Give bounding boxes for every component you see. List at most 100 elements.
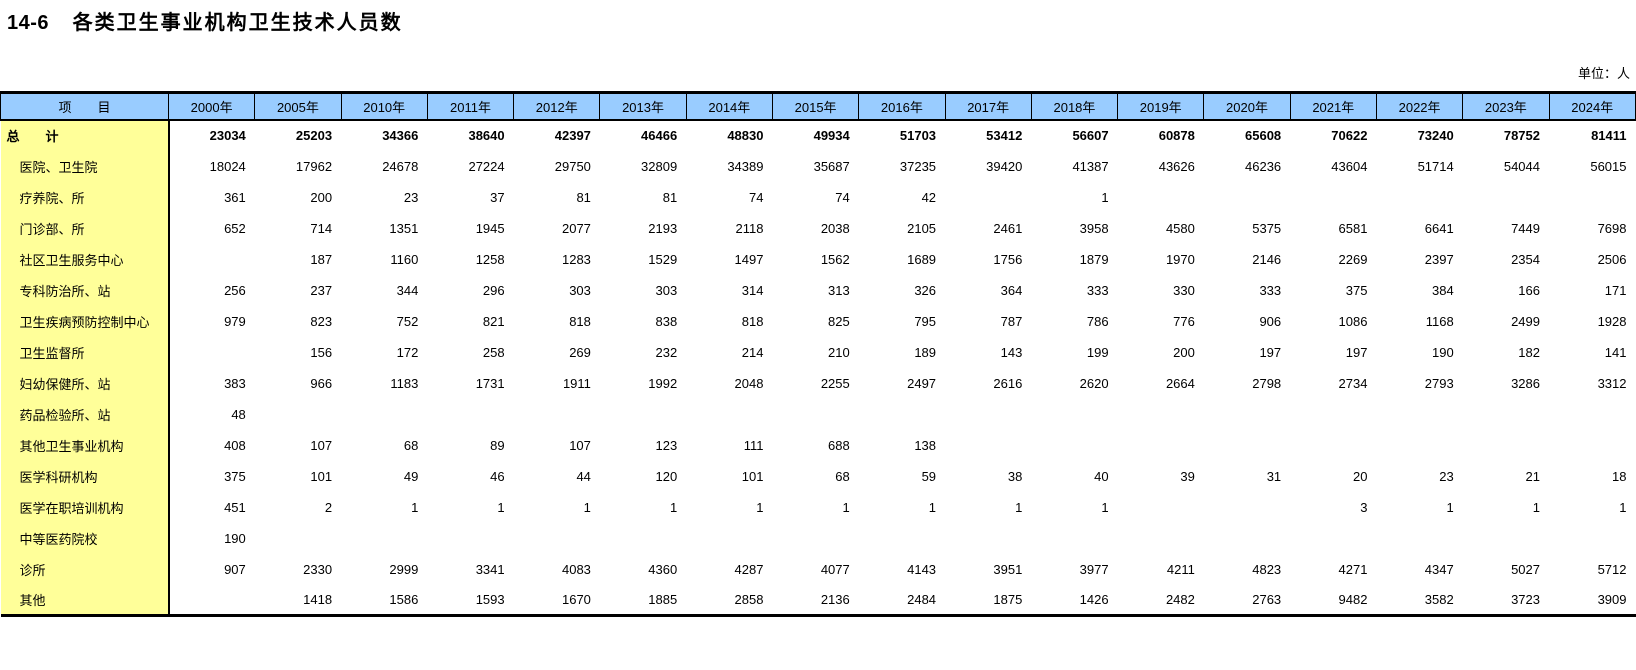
data-cell: 2330 (303, 561, 333, 577)
data-cell: 451 (224, 499, 246, 515)
data-cell: 23034 (209, 128, 246, 143)
data-cell (169, 244, 255, 275)
data-cell (341, 399, 427, 430)
data-cell: 2269 (1338, 251, 1368, 267)
data-cell: 823 (310, 313, 333, 329)
data-cell: 1911 (562, 375, 591, 391)
data-cell (1549, 399, 1636, 430)
data-cell: 3723 (1462, 584, 1549, 617)
data-cell: 1 (842, 499, 850, 515)
data-cell (1549, 523, 1636, 554)
data-cell: 5375 (1252, 220, 1282, 236)
data-cell: 1945 (475, 220, 505, 236)
table-row: 总 计 23034 25203 34366 38640 42397 46466 48830 49… (0, 119, 1636, 151)
table-row: 门诊部、所 652 714 1351 1945 2077 2193 2118 2038 2105 2… (0, 212, 1636, 244)
table-row: 其他卫生事业机构 408 107 68 89 107 123 111 688 138 (0, 429, 1636, 461)
data-cell (168, 584, 255, 617)
data-cell: 303 (655, 282, 678, 298)
data-cell (1290, 523, 1376, 554)
data-cell: 187 (310, 251, 333, 267)
table-header-row: 项 目 2000年 2005年 2010年 2011年 2012年 2013年 2014年 2… (0, 91, 1636, 121)
data-cell (1118, 492, 1204, 523)
data-cell: 1418 (254, 584, 342, 617)
data-cell: 199 (1086, 344, 1109, 360)
data-cell: 1562 (820, 251, 850, 267)
data-cell (1376, 182, 1462, 213)
row-label: 专科防治所、站 (0, 274, 170, 306)
column-header-year-2011: 2011年 (426, 91, 515, 121)
column-header-year-2014: 2014年 (685, 91, 773, 121)
data-cell: 6581 (1338, 220, 1368, 236)
data-cell: 2354 (1511, 251, 1540, 267)
data-cell: 39 (1180, 468, 1195, 484)
data-cell: 43626 (1158, 158, 1195, 174)
data-cell: 38640 (468, 128, 505, 143)
row-label: 医院、卫生院 (0, 150, 170, 182)
data-cell: 906 (1259, 313, 1282, 329)
data-cell: 2499 (1511, 313, 1540, 329)
data-cell: 3977 (1079, 561, 1109, 577)
column-header-year-2005: 2005年 (254, 91, 342, 121)
data-cell: 232 (655, 344, 678, 360)
data-cell: 41387 (1072, 158, 1109, 174)
data-cell: 1086 (1338, 313, 1368, 329)
data-cell (255, 523, 341, 554)
table-row: 妇幼保健所、站 383 966 1183 1731 1911 1992 2048 2255 249… (0, 367, 1636, 399)
data-cell: 4347 (1424, 561, 1454, 577)
data-cell: 2484 (858, 584, 946, 617)
data-cell (1463, 182, 1549, 213)
data-cell: 2397 (1424, 251, 1454, 267)
data-cell: 1168 (1425, 313, 1454, 329)
data-cell: 313 (828, 282, 850, 298)
row-label: 药品检验所、站 (0, 398, 170, 430)
column-header-item: 项 目 (0, 91, 169, 121)
data-cell: 51714 (1417, 158, 1454, 174)
data-cell: 37 (490, 189, 505, 205)
data-cell: 197 (1345, 344, 1368, 360)
data-cell: 4271 (1338, 561, 1368, 577)
data-cell: 3312 (1597, 375, 1627, 391)
data-cell: 384 (1432, 282, 1454, 298)
data-cell (1549, 430, 1636, 461)
data-cell: 1497 (734, 251, 764, 267)
data-cell: 3958 (1079, 220, 1109, 236)
data-cell: 825 (828, 313, 850, 329)
data-cell: 1 (411, 499, 419, 515)
data-cell (1376, 430, 1462, 461)
data-cell (859, 399, 945, 430)
data-cell (1031, 430, 1117, 461)
data-cell: 364 (1000, 282, 1023, 298)
data-cell: 1885 (599, 584, 687, 617)
row-label: 卫生监督所 (0, 336, 170, 368)
data-cell: 4360 (648, 561, 678, 577)
row-label: 门诊部、所 (0, 212, 170, 244)
data-cell (1549, 182, 1636, 213)
table-row: 专科防治所、站 256 237 344 296 303 303 314 313 326 364 333… (0, 274, 1636, 306)
data-cell: 2616 (993, 375, 1023, 391)
row-label: 社区卫生服务中心 (0, 243, 170, 275)
data-cell: 4823 (1252, 561, 1282, 577)
column-header-year-2000: 2000年 (167, 91, 256, 121)
data-cell: 101 (310, 468, 333, 484)
data-cell (600, 523, 686, 554)
data-cell: 966 (310, 375, 333, 391)
data-cell: 3951 (993, 561, 1023, 577)
data-cell: 81 (576, 189, 591, 205)
table-row: 卫生监督所 156 172 258 269 232 214 210 189 143 199 200 19… (0, 336, 1636, 368)
data-cell: 210 (828, 344, 850, 360)
column-header-year-2022: 2022年 (1375, 91, 1464, 121)
data-cell: 1529 (648, 251, 678, 267)
table-row: 药品检验所、站 48 (0, 398, 1636, 430)
data-cell (1463, 430, 1549, 461)
data-cell: 214 (741, 344, 764, 360)
row-label: 妇幼保健所、站 (0, 367, 170, 399)
table-title-text: 各类卫生事业机构卫生技术人员数 (72, 12, 403, 34)
data-cell (427, 399, 513, 430)
data-cell (1031, 523, 1117, 554)
column-header-year-2013: 2013年 (599, 91, 687, 121)
data-cell (255, 399, 341, 430)
data-cell: 2798 (1252, 375, 1282, 391)
data-cell: 34366 (382, 128, 419, 143)
table-row: 诊所 907 2330 2999 3341 4083 4360 4287 4077 4143 395… (0, 553, 1636, 585)
data-cell: 1 (1619, 499, 1627, 515)
